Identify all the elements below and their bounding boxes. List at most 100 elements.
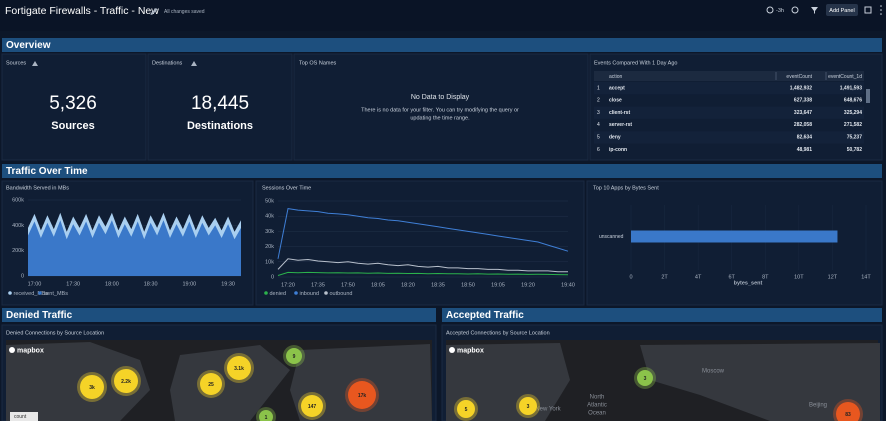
table-header: [594, 71, 864, 81]
menu-icon[interactable]: [880, 9, 882, 11]
panel: [586, 180, 883, 306]
chart-title: Top 10 Apps by Bytes Sent: [593, 185, 659, 191]
place-label: Moscow: [702, 369, 725, 375]
cluster: [519, 397, 537, 415]
add-panel-label: Add Panel: [829, 8, 854, 14]
y-tick-label: unscanned: [599, 234, 624, 240]
legend-swatch: [38, 291, 42, 295]
x-tick-label: 18:00: [105, 281, 119, 287]
empty-detail: updating the time range.: [410, 115, 470, 121]
table-cell: 282,058: [794, 122, 812, 128]
table-row: [594, 131, 864, 144]
table-cell: 50,782: [847, 147, 863, 153]
x-tick-label: 17:30: [66, 281, 80, 287]
warning-icon: [191, 61, 197, 66]
cluster-label: 1: [265, 415, 268, 421]
cluster: [114, 369, 138, 393]
y-tick-label: 30k: [265, 229, 274, 235]
panel: [255, 180, 585, 306]
add-panel-button[interactable]: [826, 4, 858, 16]
cluster: [80, 375, 104, 399]
top-bar: [0, 0, 886, 31]
kpi-value: 18,445: [191, 93, 249, 114]
column-header: eventCount_1d: [828, 74, 862, 80]
map-logo: [449, 347, 455, 353]
cluster-label: 83: [845, 412, 851, 418]
menu-icon[interactable]: [880, 5, 882, 7]
legend-label: sent_MBs: [44, 291, 69, 297]
x-tick-label: 19:20: [521, 282, 535, 288]
section-bar: [442, 308, 882, 322]
y-tick-label: 0: [271, 274, 274, 280]
kpi-label: Sources: [51, 120, 94, 132]
map-brand: mapbox: [17, 347, 44, 354]
table-cell: 2: [597, 98, 600, 104]
table-cell: close: [609, 98, 622, 104]
bar: [631, 230, 838, 243]
y-tick-label: 10k: [265, 259, 274, 265]
edit-icon[interactable]: [150, 8, 158, 15]
cluster-label: 9: [293, 354, 296, 360]
cluster: [259, 410, 273, 421]
kpi-label: Destinations: [187, 120, 253, 132]
menu-icon[interactable]: [880, 13, 882, 15]
x-tick-label: 12T: [828, 274, 838, 280]
table-cell: 82,634: [797, 135, 813, 141]
filter-icon[interactable]: [811, 7, 818, 14]
x-tick-label: 14T: [861, 274, 871, 280]
panel-title: Events Compared With 1 Day Ago: [594, 60, 677, 66]
cluster: [348, 381, 376, 409]
place-label: Beijing: [809, 403, 827, 409]
x-tick-label: 2T: [661, 274, 668, 280]
share-icon[interactable]: [864, 6, 872, 14]
dashboard-title: Fortigate Firewalls - Traffic - New: [5, 5, 159, 17]
cluster: [200, 373, 222, 395]
cluster: [836, 402, 860, 421]
x-tick-label: 17:35: [311, 282, 325, 288]
y-tick-label: 20k: [265, 244, 274, 250]
map-land: [446, 343, 570, 421]
cluster-label: 3: [527, 404, 530, 410]
section-bar: [2, 164, 882, 178]
cluster-label: 2.2k: [121, 379, 131, 385]
section-title: Overview: [6, 40, 51, 51]
cluster-label: 3.1k: [234, 366, 244, 372]
table-cell: ip-conn: [609, 147, 627, 153]
x-tick-label: 19:05: [491, 282, 505, 288]
x-tick-label: 17:50: [341, 282, 355, 288]
time-range[interactable]: -3h: [776, 8, 784, 14]
table-cell: 271,582: [844, 122, 862, 128]
section-title: Traffic Over Time: [6, 166, 88, 177]
table-cell: 48,981: [797, 147, 813, 153]
refresh-icon[interactable]: [791, 6, 799, 14]
x-tick-label: 19:30: [221, 281, 235, 287]
place-label: New York: [535, 407, 561, 413]
table-cell: 6: [597, 147, 600, 153]
x-tick-label: 6T: [729, 274, 736, 280]
y-tick-label: 600k: [12, 197, 24, 203]
map-land: [170, 345, 290, 421]
table-cell: 648,676: [844, 98, 862, 104]
clock-icon[interactable]: [766, 6, 774, 14]
table-cell: 75,237: [847, 135, 863, 141]
cluster: [301, 395, 323, 417]
x-tick-label: 19:00: [182, 281, 196, 287]
scrollbar: [866, 89, 870, 103]
map-legend-label: count: [14, 414, 27, 420]
map-brand: mapbox: [457, 347, 484, 354]
cluster-label: 17k: [358, 393, 367, 399]
y-tick-label: 400k: [12, 223, 24, 229]
legend-label: inbound: [300, 291, 320, 297]
panel-title: Denied Connections by Source Location: [6, 330, 104, 336]
empty-detail: There is no data for your filter. You ca…: [361, 107, 519, 113]
y-tick-label: 0: [21, 273, 24, 279]
column-header: action: [609, 74, 623, 80]
x-tick-label: 18:35: [431, 282, 445, 288]
panel-title: Destinations: [152, 60, 183, 66]
kpi-value: 5,326: [49, 93, 97, 114]
table-row: [594, 82, 864, 95]
panel-title: Top OS Names: [299, 60, 337, 66]
legend-swatch: [294, 291, 298, 295]
